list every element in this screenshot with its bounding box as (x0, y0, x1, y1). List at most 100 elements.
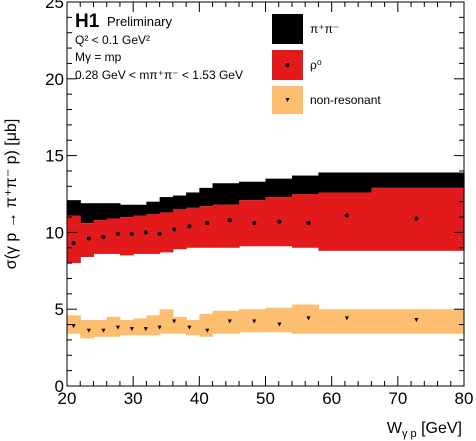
point-rho-2 (101, 235, 106, 240)
band-rho-8 (172, 209, 187, 250)
point-rho-8 (187, 224, 192, 229)
band-rho-0 (67, 215, 81, 264)
experiment-label: H1 (75, 11, 100, 32)
band-nonres-3 (106, 316, 121, 337)
band-nonres-2 (93, 319, 108, 337)
x-tick-label-5: 70 (388, 389, 407, 408)
point-nonres-2 (101, 328, 106, 333)
band-nonres-15 (318, 309, 372, 334)
band-pipi-10 (199, 187, 214, 207)
point-nonres-0 (71, 324, 76, 329)
band-nonres-7 (159, 309, 174, 334)
y-tick-label-4: 20 (45, 70, 64, 89)
band-rho-5 (133, 215, 147, 254)
point-nonres-11 (252, 319, 257, 324)
band-rho-15 (318, 192, 372, 251)
band-rho-11 (212, 204, 240, 248)
legend: π⁺π⁻ ρ⁰ non-resonant (272, 14, 381, 114)
point-nonres-14 (344, 316, 349, 321)
y-tick-label-2: 10 (45, 223, 64, 242)
band-rho-9 (186, 207, 200, 248)
point-rho-7 (172, 227, 177, 232)
point-nonres-7 (172, 319, 177, 324)
status-label: Preliminary (107, 14, 173, 29)
info-line-range: 0.28 GeV < mπ⁺π⁻ < 1.53 GeV (75, 68, 243, 82)
point-rho-14 (344, 213, 349, 218)
point-nonres-3 (115, 325, 120, 330)
band-nonres-6 (146, 315, 161, 336)
x-tick-label-1: 30 (124, 389, 143, 408)
legend-label-pipi: π⁺π⁻ (310, 22, 339, 36)
legend-marker-nonres (285, 98, 290, 102)
band-nonres-9 (186, 319, 200, 336)
band-rho-4 (119, 217, 134, 256)
y-tick-label-5: 25 (45, 0, 64, 12)
point-nonres-6 (157, 325, 162, 330)
point-rho-15 (414, 216, 419, 221)
band-pipi-6 (146, 201, 161, 214)
y-tick-label-0: 0 (55, 377, 64, 396)
legend-label-rho: ρ⁰ (310, 58, 322, 72)
band-pipi-12 (239, 181, 267, 201)
band-nonres-11 (212, 310, 240, 334)
band-pipi-5 (133, 204, 147, 216)
point-rho-12 (277, 219, 282, 224)
x-axis-title: Wγ p [GeV] (387, 420, 462, 440)
band-pipi-1 (80, 203, 95, 224)
band-pipi-16 (371, 172, 465, 188)
x-axis-title-unit: [GeV] (417, 420, 462, 437)
band-nonres-14 (291, 304, 320, 334)
band-nonres-16 (371, 309, 465, 334)
x-tick-label-2: 40 (190, 389, 209, 408)
point-rho-9 (205, 221, 210, 226)
point-nonres-15 (414, 317, 419, 322)
band-pipi-8 (172, 195, 187, 210)
band-rho-7 (159, 212, 174, 253)
x-tick-label-4: 60 (322, 389, 341, 408)
band-nonres-5 (133, 318, 147, 336)
band-nonres-10 (199, 313, 214, 337)
legend-label-nonres: non-resonant (310, 93, 381, 107)
y-tick-label-3: 15 (45, 147, 64, 166)
band-pipi-13 (265, 178, 293, 198)
y-axis-title: σ(γ p → π⁺π⁻ p) [μb] (3, 119, 20, 270)
point-rho-11 (252, 221, 257, 226)
point-rho-0 (71, 241, 76, 246)
x-tick-label-6: 80 (455, 389, 474, 408)
point-nonres-5 (143, 327, 148, 332)
band-pipi-14 (291, 175, 320, 194)
point-nonres-1 (86, 328, 91, 333)
point-layer (71, 213, 419, 333)
x-tick-label-0: 20 (58, 389, 77, 408)
band-rho-10 (199, 206, 214, 248)
point-nonres-12 (277, 322, 282, 327)
band-nonres-8 (172, 316, 187, 334)
band-pipi-0 (67, 200, 81, 216)
point-nonres-13 (306, 316, 311, 321)
point-nonres-9 (205, 328, 210, 333)
point-nonres-8 (187, 325, 192, 330)
band-pipi-9 (186, 192, 200, 208)
band-nonres-13 (265, 307, 293, 333)
band-rho-1 (80, 223, 95, 257)
point-rho-4 (129, 231, 134, 236)
point-rho-3 (115, 231, 120, 236)
point-rho-5 (143, 230, 148, 235)
band-pipi-2 (93, 203, 108, 221)
band-rho-14 (291, 194, 320, 248)
point-rho-6 (157, 231, 162, 236)
info-line-mass: Mγ = mp (75, 50, 122, 64)
band-rho-2 (93, 220, 108, 254)
x-tick-label-3: 50 (256, 389, 275, 408)
x-axis-title-sub: γ p (402, 428, 417, 440)
point-rho-1 (86, 236, 91, 241)
y-tick-label-1: 5 (55, 300, 64, 319)
point-rho-13 (306, 221, 311, 226)
band-pipi-11 (212, 183, 240, 205)
point-rho-10 (227, 218, 232, 223)
point-nonres-4 (129, 327, 134, 332)
info-line-q2: Q² < 0.1 GeV² (75, 33, 150, 47)
legend-marker-rho (285, 63, 290, 67)
band-pipi-15 (318, 172, 372, 193)
